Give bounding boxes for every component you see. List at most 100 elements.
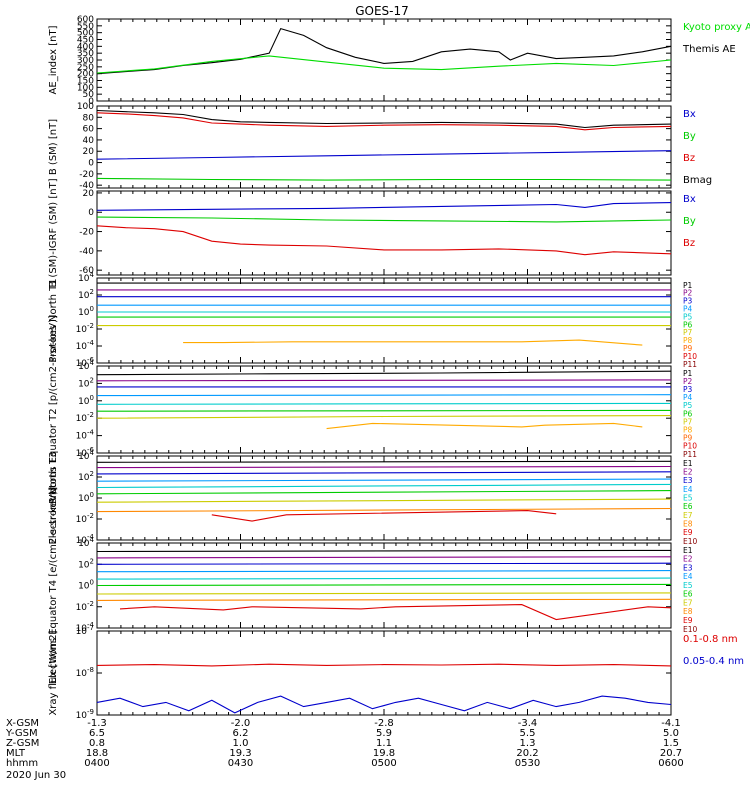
footer-value: 20.7	[660, 748, 682, 759]
legend-item: P2	[683, 289, 693, 298]
series-line-e5	[96, 577, 672, 580]
legend-item: Bx	[683, 109, 696, 120]
legend-item: P6	[683, 409, 693, 418]
footer-value: -1.3	[87, 718, 107, 729]
y-tick-label: 102	[78, 470, 94, 483]
legend-item: E7	[683, 511, 693, 520]
legend-item: Bmag	[683, 175, 712, 186]
panels: 050100150200250300350400450500550600AE_i…	[48, 15, 750, 721]
legend-item: P8	[683, 336, 693, 345]
legend-item: P4	[683, 304, 693, 313]
legend-item: Themis AE	[682, 44, 736, 55]
legend-item: E8	[683, 519, 693, 528]
footer-value: 5.0	[663, 728, 679, 739]
y-axis-label: Protons North T1	[48, 278, 59, 362]
footer-value: 0530	[515, 758, 540, 769]
y-tick-label: 0	[88, 97, 94, 107]
y-axis-label: Electrons North T3	[48, 451, 59, 544]
y-tick-label: 50	[83, 90, 95, 100]
chart-title: GOES-17	[355, 4, 409, 18]
footer-value: 19.8	[373, 748, 395, 759]
series-line-e5	[96, 483, 672, 489]
footer-value: 5.5	[520, 728, 536, 739]
series-line-by	[96, 216, 672, 223]
legend-item: P1	[683, 281, 693, 290]
y-axis-label: Protons Equator T2 [p/(cm2-s-sr-keV)]	[48, 315, 59, 504]
legend-item: E8	[683, 607, 693, 616]
series-line-p6	[96, 409, 672, 412]
series-line-e4	[96, 478, 672, 482]
y-tick-label: 60	[83, 125, 95, 135]
legend-item: P4	[683, 393, 693, 402]
panel-frame	[96, 277, 672, 364]
y-axis-label: B (SM) [nT]	[48, 119, 59, 175]
footer-value: -3.4	[518, 718, 538, 729]
legend-item: E4	[683, 572, 693, 581]
series-line-e8	[96, 598, 672, 601]
series-line-e4	[96, 570, 672, 573]
series-line-p8	[183, 339, 643, 346]
panel-frame	[96, 630, 672, 716]
legend-item: P7	[683, 417, 693, 426]
footer-value: 0500	[371, 758, 396, 769]
y-tick-label: 20	[83, 189, 95, 199]
legend-item: E10	[683, 537, 698, 546]
y-tick-label: 10-2	[76, 600, 94, 613]
y-tick-label: -40	[79, 181, 94, 191]
legend-item: Bz	[683, 153, 695, 164]
y-tick-label: 10-8	[76, 666, 94, 679]
footer-value: 1.0	[233, 738, 249, 749]
series-line-0-05-0-4-nm	[96, 695, 672, 714]
legend-item: P5	[683, 401, 693, 410]
legend-item: E6	[683, 502, 693, 511]
legend-item: P5	[683, 312, 693, 321]
y-axis-label: Electrons Equator T4 [e/(cm2-s-sr-keV)]	[48, 487, 59, 684]
legend-item: P2	[683, 377, 693, 386]
footer-value: 5.9	[376, 728, 392, 739]
legend-item: E9	[683, 528, 693, 537]
legend-item: E3	[683, 476, 693, 485]
series-line-p8	[326, 422, 643, 430]
footer-value: 19.3	[229, 748, 251, 759]
y-tick-label: 10-4	[76, 429, 95, 442]
footer-value: -2.8	[374, 718, 394, 729]
series-line-e7	[96, 498, 672, 503]
footer-value: 20.2	[516, 748, 538, 759]
y-axis-label: B (SM)-IGRF (SM) [nT]	[48, 178, 59, 287]
legend-item: 0.05-0.4 nm	[683, 656, 744, 667]
legend-item: P7	[683, 328, 693, 337]
series-line-p4	[96, 394, 672, 397]
series-line-e9	[211, 510, 557, 522]
series-line-kyoto-proxy-ae	[96, 55, 672, 74]
footer-row-label: hhmm	[6, 758, 38, 769]
y-tick-label: 40	[83, 136, 95, 146]
footer-value: 6.2	[233, 728, 249, 739]
footer-value: 0600	[658, 758, 683, 769]
series-line-0-1-0-8-nm	[96, 663, 672, 667]
y-tick-label: 100	[78, 394, 94, 407]
y-tick-label: -60	[79, 266, 94, 276]
legend-item: E4	[683, 485, 693, 494]
legend-item: E9	[683, 616, 693, 625]
series-line-e1	[96, 549, 672, 553]
y-tick-label: 102	[78, 288, 94, 301]
series-line-bz	[96, 225, 672, 256]
legend-item: E6	[683, 590, 693, 599]
series-line-bx	[96, 150, 672, 160]
legend-item: E5	[683, 581, 693, 590]
y-tick-label: 600	[77, 15, 94, 25]
y-tick-label: 100	[78, 491, 94, 504]
legend-item: P8	[683, 425, 693, 434]
legend-item: P10	[683, 442, 697, 451]
legend-item: P1	[683, 369, 693, 378]
legend-item: By	[683, 131, 696, 142]
panel-3: -60 -40 -20 0 20 B (SM)-IGRF (SM) [nT] Bx By Bz	[48, 178, 696, 287]
series-line-e6	[96, 583, 672, 587]
legend-item: E5	[683, 493, 693, 502]
series-line-p1	[96, 370, 672, 376]
series-line-e9	[119, 604, 672, 621]
